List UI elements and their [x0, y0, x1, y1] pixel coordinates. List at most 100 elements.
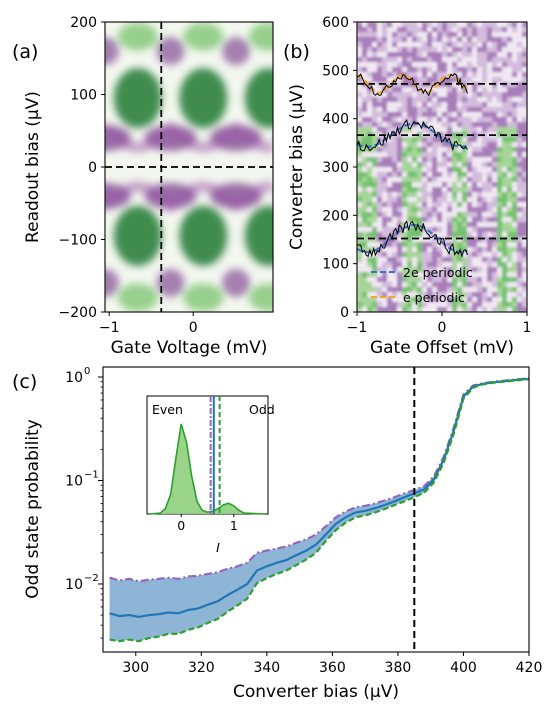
heatmap-cell: [477, 212, 483, 218]
heatmap-cell: [387, 22, 393, 28]
heatmap-cell: [492, 42, 498, 48]
heatmap-cell: [427, 202, 433, 208]
heatmap-cell: [482, 182, 488, 188]
heatmap-cell: [417, 247, 423, 253]
heatmap-cell: [382, 92, 388, 98]
heatmap-cell: [507, 157, 513, 163]
heatmap-cell: [437, 102, 443, 108]
heatmap-cell: [437, 172, 443, 178]
heatmap-cell: [457, 37, 463, 43]
heatmap-cell: [402, 47, 408, 53]
heatmap-cell: [412, 292, 418, 298]
heatmap-cell: [427, 182, 433, 188]
heatmap-cell: [487, 262, 493, 268]
heatmap-cell: [432, 292, 438, 298]
heatmap-cell: [417, 117, 423, 123]
heatmap-cell: [417, 162, 423, 168]
heatmap-cell: [407, 277, 413, 283]
heatmap-cell: [432, 192, 438, 198]
heatmap-cell: [357, 262, 363, 268]
heatmap-cell: [387, 77, 393, 83]
heatmap-cell: [407, 182, 413, 188]
heatmap-cell: [437, 227, 443, 233]
heatmap-cell: [522, 307, 527, 312]
heatmap-cell: [417, 212, 423, 218]
heatmap-cell: [452, 92, 458, 98]
heatmap-cell: [472, 262, 478, 268]
heatmap-cell: [487, 52, 493, 58]
heatmap-cell: [437, 77, 443, 83]
heatmap-cell: [487, 307, 493, 312]
heatmap-cell: [407, 287, 413, 293]
heatmap-cell: [392, 207, 398, 213]
heatmap-cell: [472, 197, 478, 203]
heatmap-cell: [467, 92, 473, 98]
heatmap-cell: [517, 302, 523, 308]
heatmap-cell: [387, 242, 393, 248]
heatmap-cell: [402, 197, 408, 203]
heatmap-cell: [517, 252, 523, 258]
heatmap-cell: [457, 297, 463, 303]
heatmap-cell: [472, 82, 478, 88]
heatmap-cell: [382, 62, 388, 68]
heatmap-cell: [437, 217, 443, 223]
heatmap-cell: [477, 192, 483, 198]
heatmap-cell: [417, 107, 423, 113]
heatmap-cell: [382, 257, 388, 263]
heatmap-cell: [402, 27, 408, 33]
heatmap-cell: [522, 52, 527, 58]
heatmap-cell: [387, 117, 393, 123]
heatmap-cell: [457, 87, 463, 93]
heatmap-cell: [412, 252, 418, 258]
heatmap-cell: [522, 257, 527, 263]
heatmap-cell: [487, 282, 493, 288]
heatmap-cell: [457, 302, 463, 308]
heatmap-cell: [477, 307, 483, 312]
heatmap-cell: [427, 267, 433, 273]
heatmap-cell: [487, 237, 493, 243]
heatmap-cell: [447, 117, 453, 123]
heatmap-cell: [512, 227, 518, 233]
heatmap-cell: [382, 162, 388, 168]
heatmap-cell: [452, 62, 458, 68]
heatmap-cell: [482, 177, 488, 183]
heatmap-cell: [427, 212, 433, 218]
heatmap-cell: [367, 117, 373, 123]
heatmap-cell: [412, 32, 418, 38]
heatmap-cell: [497, 257, 503, 263]
heatmap-cell: [487, 42, 493, 48]
heatmap-cell: [432, 307, 438, 312]
heatmap-cell: [382, 102, 388, 108]
heatmap-cell: [387, 52, 393, 58]
heatmap-cell: [397, 77, 403, 83]
heatmap-cell: [452, 72, 458, 78]
inset-odd-label: Odd: [249, 402, 275, 417]
heatmap-cell: [512, 52, 518, 58]
heatmap-cell: [357, 97, 363, 103]
panel-b-label: (b): [283, 41, 310, 63]
heatmap-cell: [367, 32, 373, 38]
heatmap-cell: [522, 97, 527, 103]
heatmap-cell: [487, 167, 493, 173]
heatmap-cell: [412, 157, 418, 163]
panel-b-ytick-label: 300: [322, 160, 349, 176]
heatmap-cell: [452, 107, 458, 113]
heatmap-cell: [417, 142, 423, 148]
heatmap-cell: [507, 262, 513, 268]
heatmap-cell: [482, 122, 488, 128]
heatmap-cell: [367, 297, 373, 303]
heatmap-cell: [477, 182, 483, 188]
heatmap-cell: [417, 102, 423, 108]
heatmap-cell: [462, 177, 468, 183]
panel-b-ytick-label: 100: [322, 257, 349, 273]
heatmap-cell: [432, 257, 438, 263]
heatmap-cell: [367, 262, 373, 268]
heatmap-cell: [502, 137, 508, 143]
heatmap-cell: [467, 152, 473, 158]
heatmap-cell: [357, 292, 363, 298]
heatmap-cell: [367, 62, 373, 68]
heatmap-cell: [452, 242, 458, 248]
heatmap-green-dot: [248, 283, 273, 312]
heatmap-cell: [402, 52, 408, 58]
heatmap-cell: [442, 72, 448, 78]
